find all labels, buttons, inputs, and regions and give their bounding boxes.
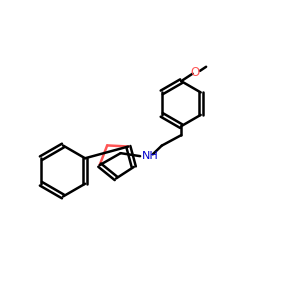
Text: O: O [190, 66, 199, 79]
Text: NH: NH [142, 151, 158, 160]
